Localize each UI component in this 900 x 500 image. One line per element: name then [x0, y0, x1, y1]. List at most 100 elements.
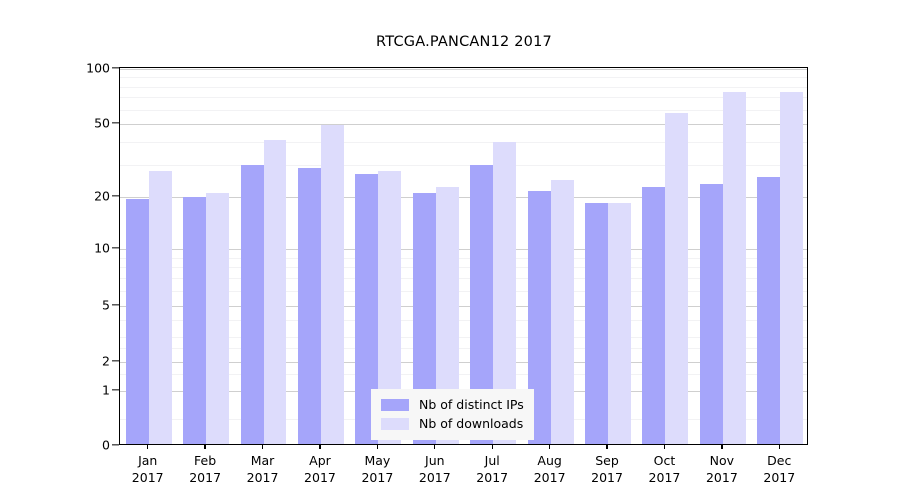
x-tick-year: 2017	[705, 470, 738, 485]
y-tick-mark	[112, 195, 119, 197]
x-tick-month: Jan	[138, 453, 158, 468]
bar-distinct-ips-sep	[585, 202, 609, 444]
x-tick-month: Aug	[537, 453, 562, 468]
bar-downloads-aug	[550, 180, 574, 444]
x-tick-label-nov: Nov 2017	[682, 452, 762, 486]
y-tick-label: 2	[102, 353, 110, 369]
bar-distinct-ips-dec	[757, 177, 781, 444]
x-tick-label-oct: Oct 2017	[624, 452, 704, 486]
bar-distinct-ips-aug	[527, 191, 551, 444]
bar-distinct-ips-apr	[297, 168, 321, 444]
gridline-major	[120, 197, 807, 198]
x-tick-label-dec: Dec 2017	[739, 452, 819, 486]
gridline-major	[120, 306, 807, 307]
gridline-major	[120, 249, 807, 250]
gridline-minor	[120, 319, 807, 321]
bar-downloads-oct	[665, 113, 689, 444]
gridline-minor	[120, 97, 807, 99]
x-tick-month: May	[364, 453, 391, 468]
bar-downloads-dec	[780, 91, 804, 444]
gridline-major	[120, 124, 807, 125]
plot-area	[119, 67, 808, 445]
bar-downloads-jan	[148, 171, 172, 444]
x-tick-mark	[548, 445, 551, 449]
bar-distinct-ips-nov	[699, 183, 723, 444]
x-tick-label-apr: Apr 2017	[280, 452, 360, 486]
x-tick-mark	[147, 445, 149, 449]
x-tick-month: Feb	[194, 453, 217, 468]
bar-downloads-may	[378, 171, 402, 444]
x-tick-year: 2017	[361, 470, 394, 485]
x-tick-month: Apr	[309, 453, 331, 468]
x-tick-month: Jun	[425, 453, 445, 468]
bar-distinct-ips-mar	[240, 165, 264, 444]
x-tick-label-jun: Jun 2017	[395, 452, 475, 486]
x-tick-year: 2017	[763, 470, 796, 485]
legend-item-downloads: Nb of downloads	[381, 414, 524, 433]
x-tick-mark	[319, 445, 321, 449]
y-tick-label: 5	[102, 297, 110, 313]
x-tick-label-jan: Jan 2017	[108, 452, 188, 486]
x-tick-mark	[491, 445, 493, 449]
x-tick-label-feb: Feb 2017	[165, 452, 245, 486]
legend-label-downloads: Nb of downloads	[419, 416, 524, 431]
x-tick-label-jul: Jul 2017	[452, 452, 532, 486]
gridline-minor	[120, 141, 807, 143]
x-tick-mark	[434, 445, 436, 449]
x-tick-mark	[606, 445, 608, 449]
x-tick-year: 2017	[418, 470, 451, 485]
y-tick-label: 10	[94, 240, 110, 256]
gridline-minor	[120, 77, 807, 79]
y-tick-mark	[112, 360, 119, 362]
x-tick-year: 2017	[131, 470, 164, 485]
bar-distinct-ips-jun	[412, 193, 436, 444]
gridline-minor	[120, 337, 807, 339]
legend-label-distinct-ips: Nb of distinct IPs	[419, 397, 524, 412]
gridline-minor	[120, 164, 807, 166]
legend-swatch-icon-distinct-ips	[381, 398, 409, 411]
chart-legend: Nb of distinct IPs Nb of downloads	[371, 389, 534, 440]
x-tick-year: 2017	[591, 470, 623, 485]
y-tick-label: 100	[86, 60, 110, 76]
x-tick-label-mar: Mar 2017	[223, 452, 303, 486]
gridline-minor	[120, 374, 807, 376]
y-tick-label: 20	[94, 188, 110, 204]
gridline-minor	[120, 86, 807, 88]
x-tick-mark	[663, 445, 666, 449]
y-tick-mark	[112, 304, 119, 306]
gridline-minor	[120, 278, 807, 280]
bar-distinct-ips-oct	[642, 187, 666, 444]
bar-downloads-apr	[320, 125, 344, 444]
y-tick-mark	[112, 247, 119, 249]
x-tick-label-aug: Aug 2017	[510, 452, 590, 486]
legend-swatch-icon-downloads	[381, 417, 409, 430]
y-tick-label: 50	[94, 115, 110, 131]
y-tick-label: 0	[102, 437, 110, 453]
bar-downloads-nov	[722, 91, 746, 444]
gridline-minor	[120, 348, 807, 350]
y-tick-mark	[112, 122, 119, 124]
x-tick-month: Nov	[709, 453, 735, 468]
y-tick-mark	[112, 389, 119, 391]
x-tick-month: Dec	[767, 453, 792, 468]
gridline-minor	[120, 291, 807, 292]
gridline-minor	[120, 109, 807, 111]
x-tick-mark	[261, 445, 264, 449]
x-tick-mark	[376, 445, 379, 449]
chart-title: RTCGA.PANCAN12 2017	[376, 34, 552, 50]
gridline-minor	[120, 257, 807, 259]
x-tick-year: 2017	[189, 470, 222, 485]
x-tick-month: Mar	[250, 453, 275, 468]
bar-downloads-mar	[263, 139, 287, 444]
x-tick-month: Sep	[595, 453, 619, 468]
bar-distinct-ips-jul	[470, 165, 494, 444]
x-tick-year: 2017	[304, 470, 336, 485]
y-tick-label: 1	[102, 382, 110, 398]
gridline-major	[120, 362, 807, 363]
bar-downloads-sep	[608, 202, 631, 444]
x-tick-mark	[721, 445, 723, 449]
x-tick-year: 2017	[476, 470, 509, 485]
x-tick-year: 2017	[246, 470, 279, 485]
x-tick-label-may: May 2017	[337, 452, 417, 486]
